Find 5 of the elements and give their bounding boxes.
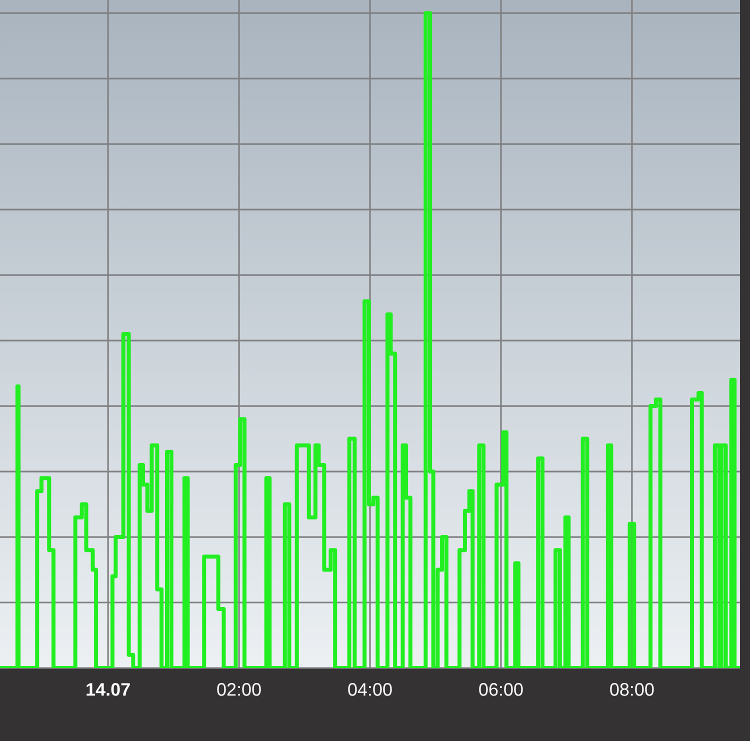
- x-tick-label: 02:00: [217, 683, 261, 696]
- x-tick-label: 06:00: [479, 683, 523, 696]
- x-tick-label: 14.07: [86, 683, 130, 696]
- x-tick-label: 04:00: [348, 683, 392, 696]
- x-tick-label: 08:00: [610, 683, 654, 696]
